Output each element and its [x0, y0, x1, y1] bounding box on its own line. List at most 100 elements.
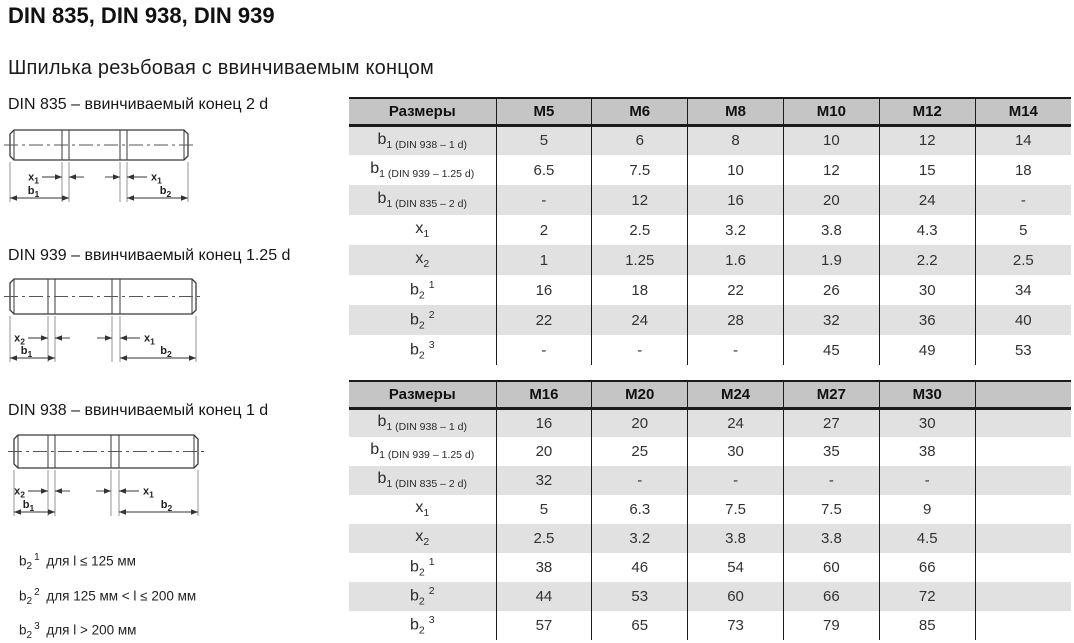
- value-cell: 24: [687, 408, 784, 437]
- row-label: b1 (DIN 939 – 1.25 d): [370, 441, 475, 462]
- value-cell: 2.5: [974, 245, 1071, 275]
- column-header-m12: M12: [878, 98, 976, 127]
- column-header-m14: M14: [974, 98, 1071, 127]
- column-header-m16: M16: [495, 381, 592, 410]
- value-cell: 49: [878, 335, 976, 365]
- row-label: b1 (DIN 938 – 1 d): [377, 413, 467, 434]
- value-cell: 60: [782, 553, 880, 582]
- dimension-label: b2: [160, 345, 172, 359]
- row-label: x1: [415, 499, 430, 520]
- footnote-text: для l > 200 мм: [42, 622, 137, 638]
- column-header-m10: M10: [782, 98, 880, 127]
- value-cell: [974, 524, 1071, 553]
- value-cell: 4.3: [878, 215, 976, 245]
- footnote-text: для 125 мм < l ≤ 200 мм: [42, 588, 197, 604]
- dimension-label: b1: [28, 185, 40, 199]
- value-cell: 38: [495, 553, 592, 582]
- value-cell: 16: [495, 275, 592, 305]
- column-header-m8: M8: [687, 98, 784, 127]
- footnote-b2-2: b22 для 125 мм < l ≤ 200 мм: [19, 587, 197, 608]
- value-cell: -: [974, 185, 1071, 215]
- table-sizes-m5-m14: Размеры M5 M6 M8 M10 M12 M14 b1 (DIN 938 – 1 d)…: [349, 97, 1071, 365]
- value-cell: 73: [687, 611, 784, 640]
- value-cell: 65: [591, 611, 688, 640]
- value-cell: 3.8: [782, 215, 880, 245]
- value-cell: 30: [687, 437, 784, 466]
- value-cell: 22: [495, 305, 592, 335]
- value-cell: -: [495, 185, 592, 215]
- stud-drawing-svg: x2 x1 b1 b2: [4, 278, 202, 362]
- value-cell: 72: [878, 582, 976, 611]
- stud-drawing-svg: x2 x1 b1 b2: [8, 434, 204, 516]
- value-cell: 30: [878, 275, 976, 305]
- column-header-m27: M27: [782, 381, 880, 410]
- value-cell: -: [782, 466, 880, 495]
- value-cell: [974, 408, 1071, 437]
- page-title: DIN 835, DIN 938, DIN 939: [8, 3, 275, 28]
- dimension-label: b1: [23, 499, 35, 513]
- dimension-table: Размеры M16 M20 M24 M27 M30 b1 (DIN 938 – 1 d)…: [349, 380, 1071, 640]
- value-cell: 85: [878, 611, 976, 640]
- table-row: b22 22 24 28 32 36 40: [349, 305, 1071, 335]
- drawing-label-din-938: DIN 938 – ввинчиваемый конец 1 d: [8, 402, 269, 419]
- row-label: b1 (DIN 835 – 2 d): [377, 189, 467, 211]
- column-header-m30: M30: [878, 381, 976, 410]
- value-cell: -: [591, 466, 688, 495]
- row-label: x2: [415, 249, 430, 271]
- value-cell: 6.3: [591, 495, 688, 524]
- value-cell: 66: [782, 582, 880, 611]
- value-cell: 8: [687, 125, 784, 155]
- din-835-stud-drawing: x1 x1 b1 b2: [4, 122, 204, 215]
- dimension-label: x1: [151, 172, 162, 186]
- value-cell: 2: [495, 215, 592, 245]
- value-cell: 14: [974, 125, 1071, 155]
- value-cell: 2.5: [495, 524, 592, 553]
- table-row: b1 (DIN 939 – 1.25 d) 20 25 30 35 38: [349, 437, 1071, 466]
- table-row: b21 38 46 54 60 66: [349, 553, 1071, 582]
- row-label: b21: [409, 556, 435, 579]
- table-sizes-m16-m30: Размеры M16 M20 M24 M27 M30 b1 (DIN 938 – 1 d)…: [349, 380, 1071, 640]
- dimension-label: b2: [160, 185, 172, 199]
- drawing-label-din-835: DIN 835 – ввинчиваемый конец 2 d: [8, 96, 269, 113]
- row-label: x1: [415, 219, 430, 241]
- table-row: x2 2.5 3.2 3.8 3.8 4.5: [349, 524, 1071, 553]
- value-cell: 24: [878, 185, 976, 215]
- value-cell: 2.2: [878, 245, 976, 275]
- value-cell: -: [878, 466, 976, 495]
- value-cell: 7.5: [591, 155, 688, 185]
- value-cell: 27: [782, 408, 880, 437]
- value-cell: 32: [495, 466, 592, 495]
- value-cell: [974, 553, 1071, 582]
- value-cell: 24: [591, 305, 688, 335]
- value-cell: 1.25: [591, 245, 688, 275]
- value-cell: 57: [495, 611, 592, 640]
- row-label: b21: [409, 278, 435, 302]
- value-cell: 15: [878, 155, 976, 185]
- dimension-label: x1: [144, 333, 155, 347]
- table-row: x1 2 2.5 3.2 3.8 4.3 5: [349, 215, 1071, 245]
- table-row: b1 (DIN 939 – 1.25 d) 6.5 7.5 10 12 15 18: [349, 155, 1071, 185]
- value-cell: 34: [974, 275, 1071, 305]
- value-cell: 5: [495, 495, 592, 524]
- row-label: b1 (DIN 938 – 1 d): [377, 130, 467, 151]
- value-cell: 10: [782, 125, 880, 155]
- value-cell: [974, 466, 1071, 495]
- value-cell: 12: [782, 155, 880, 185]
- row-label: b23: [409, 614, 435, 637]
- value-cell: 40: [974, 305, 1071, 335]
- value-cell: 3.2: [687, 215, 784, 245]
- value-cell: 4.5: [878, 524, 976, 553]
- value-cell: 79: [782, 611, 880, 640]
- value-cell: 3.8: [687, 524, 784, 553]
- column-header-m24: M24: [687, 381, 784, 410]
- value-cell: 3.2: [591, 524, 688, 553]
- row-label: b1 (DIN 835 – 2 d): [377, 470, 467, 491]
- drawing-label-din-939: DIN 939 – ввинчиваемый конец 1.25 d: [8, 247, 291, 264]
- value-cell: -: [687, 466, 784, 495]
- value-cell: 16: [495, 408, 592, 437]
- table-row: b23- - -45 49 53: [349, 335, 1071, 365]
- footnote-text: для l ≤ 125 мм: [42, 553, 136, 569]
- page-subtitle: Шпилька резьбовая с ввинчиваемым концом: [8, 57, 434, 79]
- value-cell: [974, 495, 1071, 524]
- table-row: b23 57 65 73 79 85: [349, 611, 1071, 640]
